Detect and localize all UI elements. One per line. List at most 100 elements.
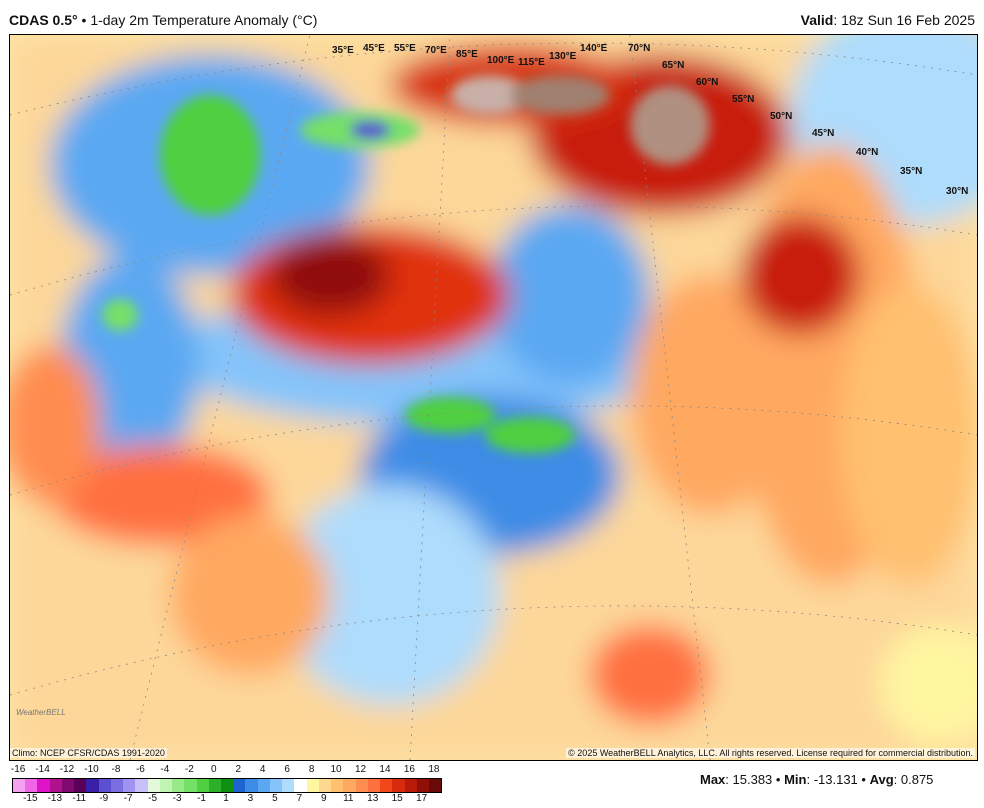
colorbar-swatch (86, 779, 99, 792)
avg-value: : 0.875 (893, 772, 934, 787)
colorbar-tick-label: 16 (403, 764, 415, 775)
lat-label: 30°N (946, 186, 968, 197)
colorbar-swatch (233, 779, 246, 792)
colorbar-swatch (123, 779, 136, 792)
colorbar-tick-label: -13 (47, 793, 63, 804)
map-field: 35°E 45°E 55°E 70°E 85°E 100°E 115°E 130… (10, 35, 977, 760)
colorbar-tick-label: 14 (379, 764, 391, 775)
lat-label: 35°N (900, 166, 922, 177)
colorbar-swatch (282, 779, 295, 792)
lat-labels: 70°N 65°N 60°N 55°N 50°N 45°N 40°N 35°N … (628, 43, 968, 197)
colorbar-tick-label: -1 (197, 793, 206, 804)
lon-label: 45°E (363, 43, 385, 54)
colorbar-tick-label: 13 (367, 793, 379, 804)
colorbar-tick-label: 6 (284, 764, 290, 775)
map-title: CDAS 0.5° • 1-day 2m Temperature Anomaly… (9, 12, 317, 28)
colorbar-swatch (318, 779, 332, 792)
colorbar-swatch (269, 779, 283, 792)
colorbar-tick-label: 2 (235, 764, 241, 775)
lat-label: 70°N (628, 43, 650, 54)
colorbar-swatch (428, 779, 442, 792)
colorbar-tick-label: 5 (272, 793, 278, 804)
colorbar-tick-label: 9 (321, 793, 327, 804)
colorbar-swatch (416, 779, 429, 792)
colorbar-swatch (74, 779, 87, 792)
lon-label: 70°E (425, 45, 447, 56)
colorbar-tick-label: 10 (330, 764, 342, 775)
logo-text: WeatherBELL (16, 708, 66, 717)
product-name: 1-day 2m Temperature Anomaly (°C) (90, 12, 318, 28)
colorbar-tick-label: -6 (135, 764, 145, 775)
colorbar-ticks: -16 -15 -14 -13 -12 -11 -10 -9 -8 -7 -6 -5 -4 -3 -2 -1 0… (10, 764, 440, 808)
colorbar-tick-label: 8 (308, 764, 315, 775)
colorbar-tick-label: -5 (148, 793, 158, 804)
copyright-note: © 2025 WeatherBELL Analytics, LLC. All r… (566, 748, 975, 758)
colorbar-tick-label: 0 (210, 764, 217, 775)
min-value: : -13.131 • (806, 772, 866, 787)
colorbar-swatch (245, 779, 258, 792)
weatherbell-logo: WeatherBELL (16, 708, 82, 738)
colorbar-swatch (110, 779, 124, 792)
colorbar-swatch (380, 779, 393, 792)
colorbar-tick-label: 11 (343, 793, 354, 804)
colorbar-tick-label: -10 (84, 764, 99, 775)
colorbar-swatch (355, 779, 368, 792)
lon-label: 130°E (549, 51, 577, 62)
colorbar (12, 778, 442, 793)
colorbar-tick-label: 12 (354, 764, 367, 775)
lon-label: 100°E (487, 55, 515, 66)
model-name: CDAS 0.5° (9, 12, 78, 28)
field-stats: Max: 15.383 • Min: -13.131 • Avg: 0.875 (700, 772, 933, 787)
graticule (10, 35, 977, 760)
max-label: Max (700, 772, 726, 787)
colorbar-swatch (135, 779, 148, 792)
colorbar-tick-label: -8 (111, 764, 121, 775)
lat-label: 40°N (856, 147, 878, 158)
colorbar-tick-label: -15 (23, 793, 38, 804)
colorbar-swatch (404, 779, 417, 792)
colorbar-tick-label: 3 (247, 793, 254, 804)
lon-label: 85°E (456, 49, 478, 60)
colorbar-tick-label: -16 (10, 764, 26, 775)
title-separator: • (81, 12, 87, 28)
colorbar-swatch (343, 779, 356, 792)
colorbar-swatch (25, 779, 38, 792)
colorbar-swatch (367, 779, 381, 792)
lat-label: 65°N (662, 60, 684, 71)
colorbar-tick-label: 18 (428, 764, 440, 775)
colorbar-swatch (49, 779, 62, 792)
valid-label: Valid (800, 12, 834, 28)
lat-label: 55°N (732, 94, 754, 105)
colorbar-tick-label: 7 (296, 793, 303, 804)
colorbar-swatch (37, 779, 50, 792)
lon-label: 140°E (580, 43, 608, 54)
colorbar-swatch (13, 779, 26, 792)
colorbar-swatch (331, 779, 344, 792)
avg-label: Avg (869, 772, 894, 787)
colorbar-swatch (61, 779, 75, 792)
colorbar-tick-label: -12 (59, 764, 75, 775)
lat-label: 45°N (812, 128, 834, 139)
colorbar-tick-label: 4 (259, 764, 266, 775)
lon-label: 35°E (332, 45, 354, 56)
colorbar-tick-label: -3 (172, 793, 182, 804)
colorbar-tick-label: 1 (223, 793, 229, 804)
colorbar-tick-label: -14 (35, 764, 50, 775)
colorbar-swatch (98, 779, 111, 792)
lon-label: 55°E (394, 43, 416, 54)
colorbar-swatch (147, 779, 160, 792)
colorbar-tick-label: -2 (184, 764, 194, 775)
valid-value: : 18z Sun 16 Feb 2025 (833, 12, 975, 28)
lat-label: 50°N (770, 111, 792, 122)
anomaly-map: 35°E 45°E 55°E 70°E 85°E 100°E 115°E 130… (9, 34, 978, 761)
colorbar-swatch (159, 779, 173, 792)
climo-note: Climo: NCEP CFSR/CDAS 1991-2020 (10, 748, 167, 758)
colorbar-tick-label: -9 (99, 793, 109, 804)
lon-label: 115°E (518, 57, 545, 68)
colorbar-swatch (306, 779, 319, 792)
valid-time: Valid: 18z Sun 16 Feb 2025 (801, 12, 975, 28)
colorbar-swatch (184, 779, 197, 792)
colorbar-tick-label: -11 (72, 793, 87, 804)
colorbar-swatch (294, 779, 307, 792)
colorbar-swatch (220, 779, 234, 792)
